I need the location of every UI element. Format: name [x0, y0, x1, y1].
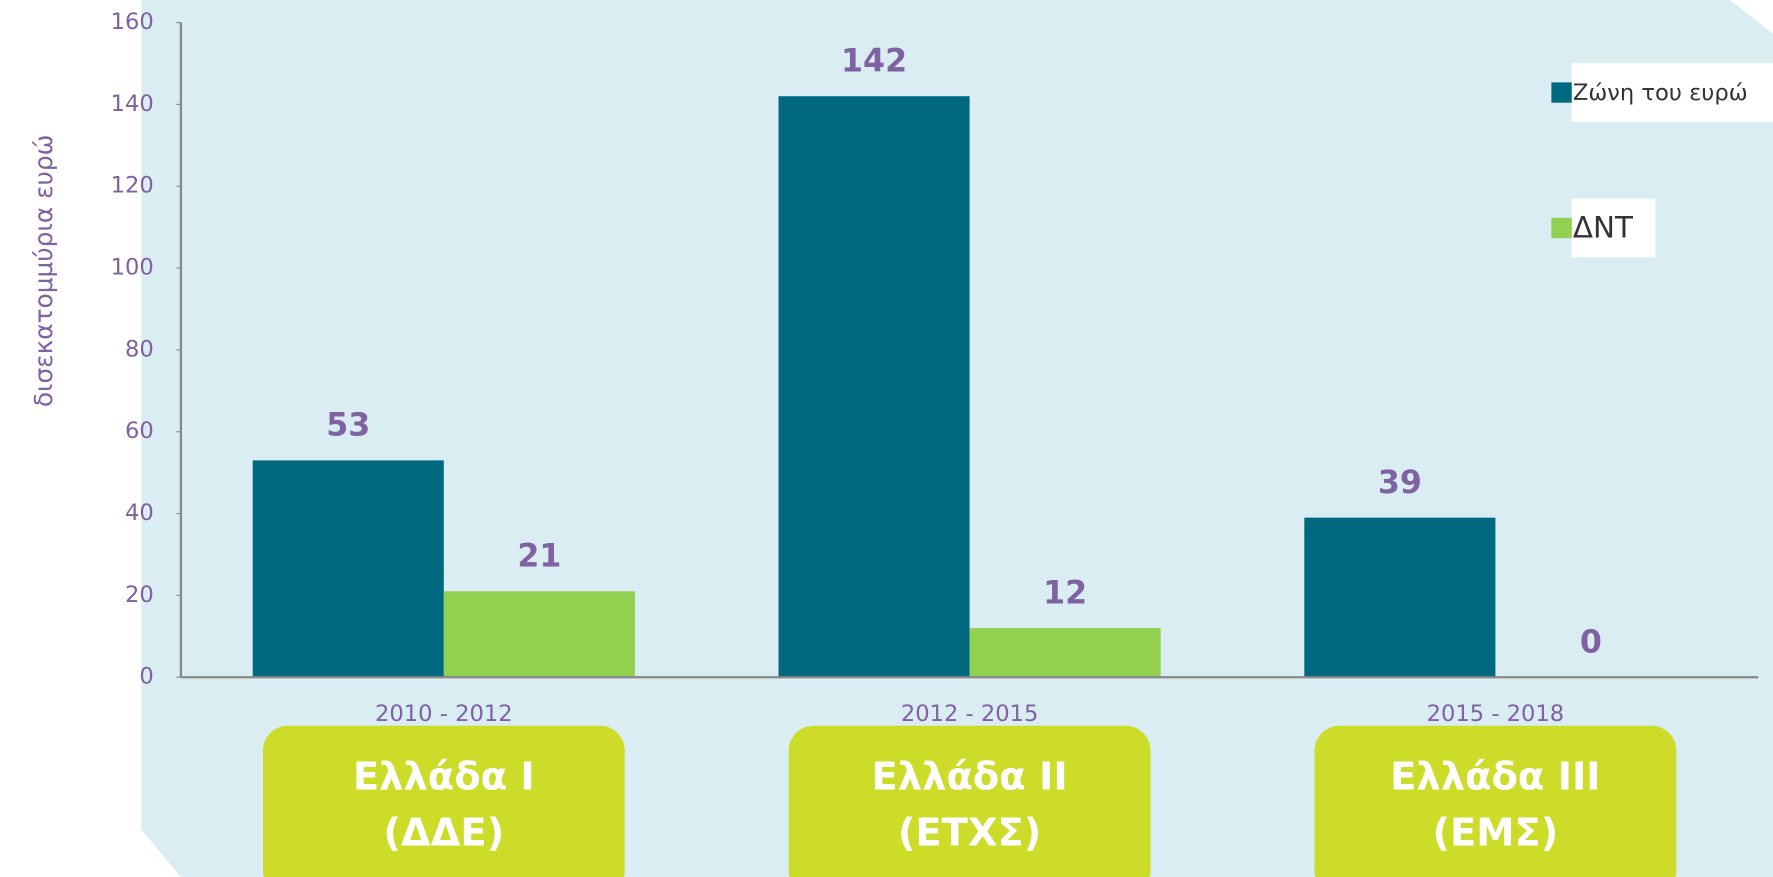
- program-label: (ΔΔΕ): [383, 811, 504, 856]
- y-tick-label: 120: [111, 173, 154, 199]
- y-tick-label: 80: [125, 336, 154, 362]
- program-box: [1314, 725, 1677, 877]
- bar: [969, 628, 1161, 678]
- y-axis-label: δισεκατομμύρια ευρώ: [29, 135, 58, 408]
- program-label: (ΕΤΧΣ): [898, 811, 1042, 856]
- program-label: Ελλάδα II: [872, 754, 1068, 799]
- value-label: 39: [1378, 465, 1422, 501]
- value-label: 0: [1580, 624, 1602, 660]
- legend-swatch: [1551, 82, 1572, 103]
- value-label: 12: [1043, 575, 1087, 611]
- y-tick-label: 160: [111, 9, 154, 35]
- y-tick-label: 100: [111, 255, 154, 281]
- y-tick-label: 20: [125, 582, 154, 608]
- program-box: [788, 725, 1151, 877]
- bar: [778, 96, 970, 678]
- x-tick-label: 2010 - 2012: [375, 701, 513, 727]
- value-label: 21: [517, 538, 561, 574]
- legend-label: Ζώνη του ευρώ: [1573, 80, 1748, 106]
- y-tick-label: 140: [111, 91, 154, 117]
- legend-box: [1571, 198, 1656, 258]
- program-box: [262, 725, 625, 877]
- legend-box: [1571, 63, 1773, 122]
- bar: [443, 591, 635, 678]
- bar: [252, 460, 444, 678]
- y-tick-label: 0: [139, 664, 153, 690]
- y-tick-label: 60: [125, 418, 154, 444]
- program-label: Ελλάδα III: [1390, 754, 1600, 799]
- y-tick-label: 40: [125, 500, 154, 526]
- program-label: (ΕΜΣ): [1432, 811, 1558, 856]
- x-tick-label: 2015 - 2018: [1427, 701, 1565, 727]
- bar: [1304, 517, 1496, 678]
- value-label: 53: [326, 408, 370, 444]
- program-label: Ελλάδα I: [353, 754, 535, 799]
- value-label: 142: [841, 43, 907, 79]
- x-tick-label: 2012 - 2015: [901, 701, 1039, 727]
- legend-swatch: [1551, 217, 1572, 239]
- legend-label: ΔΝΤ: [1573, 211, 1634, 245]
